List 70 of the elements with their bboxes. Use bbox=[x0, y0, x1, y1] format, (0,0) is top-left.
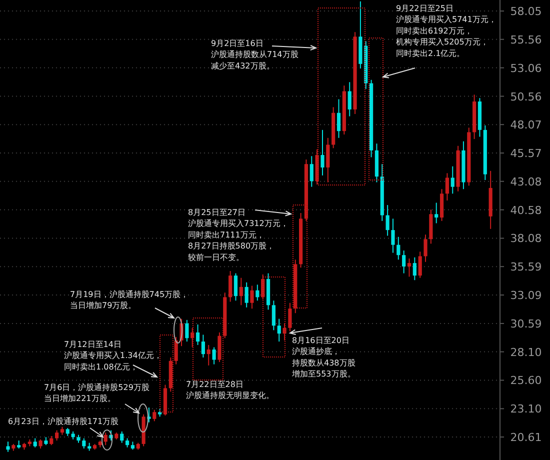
candlestick bbox=[104, 432, 108, 446]
annotation: 7月22日至28日沪股通持股无明显变化。 bbox=[186, 380, 274, 400]
annotation: 9月22日至25日沪股通专用买入5741万元，同时卖出6192万元，机构专用买入5205万元，同时卖出2.1亿元。 bbox=[396, 4, 496, 58]
annotation: 8月16日至20日沪股通抄底，持股数从438万股增加至553万股。 bbox=[291, 336, 356, 379]
annotation: 7月19日，沪股通持股745万股，当日增加79万股。 bbox=[70, 290, 189, 310]
candlestick bbox=[348, 82, 352, 117]
text: 25.60 bbox=[510, 374, 542, 388]
candlestick bbox=[282, 322, 286, 341]
y-tick-label: 33.09 bbox=[510, 289, 542, 302]
text: 23.10 bbox=[510, 402, 542, 416]
candlestick bbox=[445, 172, 449, 201]
candlestick bbox=[277, 318, 281, 342]
y-tick-label: 53.06 bbox=[510, 62, 542, 75]
candlestick bbox=[120, 430, 124, 444]
candlestick bbox=[239, 277, 243, 306]
candlestick bbox=[212, 346, 216, 365]
y-tick-label: 43.08 bbox=[510, 175, 542, 188]
annotation: 7月12日至14日沪股通专用买入1.34亿元，同时卖出1.08亿元， bbox=[64, 340, 162, 372]
y-tick-label: 50.56 bbox=[510, 90, 542, 104]
candlestick bbox=[218, 332, 222, 363]
y-tick-label: 55.56 bbox=[510, 33, 542, 46]
candlestick bbox=[450, 166, 454, 194]
candlestick bbox=[55, 430, 59, 442]
candlestick bbox=[326, 137, 330, 183]
candlestick bbox=[320, 129, 324, 176]
y-tick-label: 45.57 bbox=[510, 147, 542, 160]
candlestick bbox=[174, 336, 178, 365]
y-tick-label: 20.61 bbox=[510, 431, 542, 444]
candlestick bbox=[412, 256, 416, 281]
candlestick bbox=[386, 204, 390, 236]
candlestick bbox=[434, 202, 438, 224]
candlestick bbox=[288, 302, 292, 332]
candlestick bbox=[256, 284, 260, 302]
candlestick bbox=[196, 324, 200, 346]
candlestick bbox=[228, 270, 232, 302]
candlestick bbox=[310, 156, 314, 188]
candlestick bbox=[336, 98, 341, 138]
annotation: 7月6日，沪股通持股529万股当日增加221万股。 bbox=[44, 383, 150, 404]
candlestick bbox=[38, 438, 42, 450]
candlestick bbox=[244, 282, 248, 308]
text: 28.10 bbox=[510, 346, 542, 359]
candlestick bbox=[407, 258, 412, 278]
candlestick bbox=[418, 251, 422, 278]
y-tick-label: 38.08 bbox=[510, 232, 542, 246]
candlestick bbox=[440, 188, 444, 222]
candlestick bbox=[50, 435, 54, 446]
candlestick bbox=[152, 409, 156, 422]
candlestick bbox=[201, 334, 205, 358]
candlestick bbox=[234, 272, 238, 302]
y-tick-label: 58.05 bbox=[510, 5, 542, 18]
y-tick-label: 35.59 bbox=[510, 260, 542, 274]
candlestick bbox=[206, 344, 210, 366]
candlestick bbox=[6, 441, 10, 452]
annotation: 8月25日至27日沪股通专用买入7312万元，同时卖出7111万元，8月27日持股580万股，较前一日不变。 bbox=[188, 208, 288, 262]
candlestick bbox=[396, 236, 400, 260]
candlestick bbox=[402, 250, 406, 274]
candlestick bbox=[147, 407, 151, 423]
y-tick-label: 40.58 bbox=[510, 204, 542, 217]
candlestick bbox=[125, 438, 130, 448]
candlestick bbox=[250, 285, 254, 310]
candlestick bbox=[185, 319, 189, 342]
candlestick bbox=[33, 438, 37, 448]
annotation: 6月23日，沪股通持股171万股 bbox=[8, 417, 119, 426]
y-tick-label: 30.59 bbox=[510, 317, 542, 330]
y-tick-label: 48.07 bbox=[510, 118, 542, 132]
annotation: 9月2日至16日沪股通持股数从714万股减少至432万股。 bbox=[211, 39, 298, 70]
candlestick bbox=[82, 438, 86, 450]
candlestick bbox=[424, 234, 428, 262]
candlestick bbox=[272, 300, 276, 331]
candlestick bbox=[391, 218, 395, 254]
